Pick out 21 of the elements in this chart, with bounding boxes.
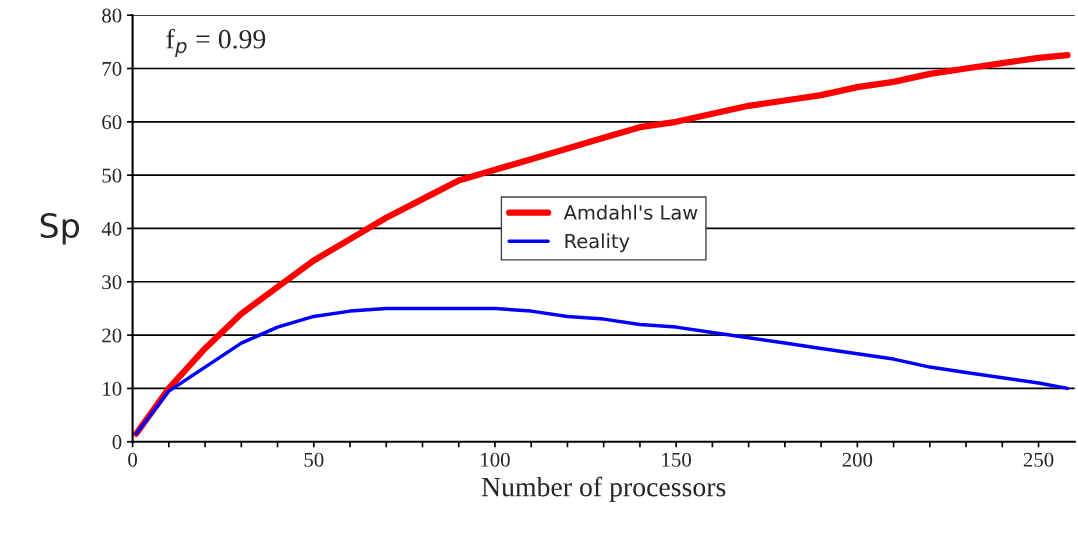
y-tick-label: 20: [102, 328, 122, 343]
x-tick-label: 250: [1023, 452, 1054, 467]
y-tick-label: 30: [102, 275, 122, 290]
y-tick-label: 40: [101, 221, 122, 236]
x-tick-label: 100: [481, 452, 510, 467]
y-tick-label: 70: [102, 61, 122, 76]
y-tick-label: 50: [102, 168, 122, 183]
annotation: f$_{p}$ = 0.99: [166, 28, 266, 57]
y-tick-label: 0: [112, 435, 122, 450]
x-tick-label: 200: [842, 452, 873, 467]
x-tick-label: 0: [128, 452, 138, 467]
legend-label: Reality: [565, 233, 630, 253]
x-tick-label: 50: [304, 452, 324, 467]
y-tick-label: 10: [103, 381, 122, 396]
y-axis-title: Sp: [40, 212, 80, 245]
legend-label: Amdahl's Law: [563, 204, 698, 220]
y-tick-label: 80: [102, 8, 122, 23]
x-tick-label: 150: [662, 452, 691, 467]
y-tick-label: 60: [102, 115, 122, 130]
x-axis-title: Number of processors: [481, 476, 726, 503]
line-series: [134, 306, 1070, 436]
